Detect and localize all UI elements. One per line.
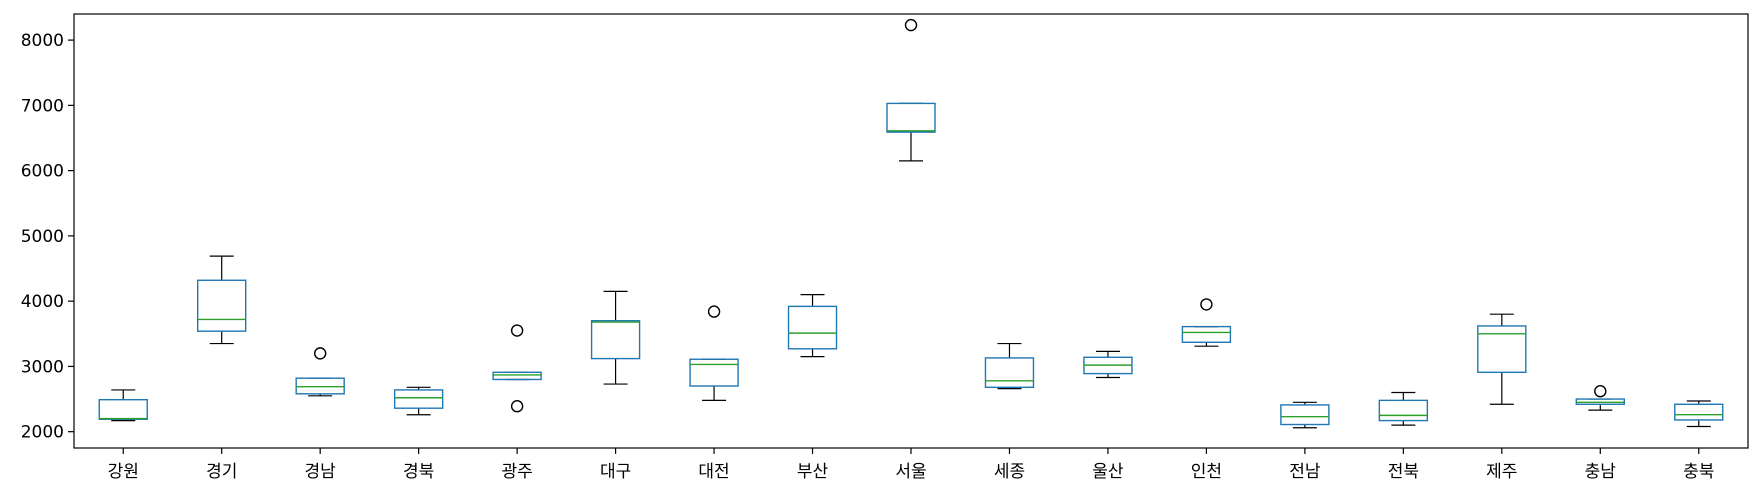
x-tick-label: 충남 bbox=[1585, 462, 1617, 482]
box bbox=[393, 389, 444, 409]
y-axis: 2000 3000 4000 5000 6000 7000 8000 bbox=[21, 31, 74, 443]
y-tick-label: 3000 bbox=[21, 357, 64, 377]
x-tick-label: 제주 bbox=[1486, 462, 1517, 482]
box bbox=[1280, 404, 1330, 426]
box-group-13 bbox=[1378, 391, 1429, 426]
x-tick-label: 대전 bbox=[698, 462, 729, 482]
y-tick-label: 2000 bbox=[21, 423, 64, 443]
outlier-point bbox=[510, 324, 524, 337]
box-group-6 bbox=[689, 305, 739, 401]
box bbox=[590, 320, 641, 360]
x-tick-label: 울산 bbox=[1092, 462, 1124, 482]
box-group-1 bbox=[197, 255, 247, 345]
x-tick-label: 전북 bbox=[1388, 462, 1419, 482]
x-tick-label: 대구 bbox=[600, 462, 631, 482]
outlier-point bbox=[313, 347, 327, 360]
box bbox=[689, 358, 739, 387]
outlier-point bbox=[510, 400, 524, 413]
box-group-2 bbox=[295, 347, 345, 397]
x-tick-label: 경북 bbox=[403, 462, 434, 482]
box bbox=[886, 102, 936, 133]
y-tick-label: 7000 bbox=[21, 96, 64, 116]
box bbox=[1477, 325, 1527, 373]
box bbox=[984, 357, 1035, 389]
x-tick-label: 전남 bbox=[1289, 462, 1321, 482]
box bbox=[1181, 325, 1232, 343]
box-group-10 bbox=[1083, 350, 1133, 379]
outlier-point bbox=[1594, 385, 1607, 398]
x-tick-label: 경남 bbox=[305, 462, 337, 482]
box bbox=[1674, 403, 1724, 421]
box-group-11 bbox=[1181, 298, 1232, 347]
y-tick-label: 4000 bbox=[21, 292, 64, 312]
box-group-12 bbox=[1280, 401, 1330, 429]
y-tick-label: 6000 bbox=[21, 162, 64, 182]
x-tick-label: 광주 bbox=[501, 462, 532, 482]
box bbox=[197, 279, 247, 332]
outlier-point bbox=[707, 305, 721, 318]
box bbox=[1378, 399, 1429, 422]
box bbox=[492, 371, 542, 381]
x-axis: 강원 경기 경남 경북 광주 대구 대전 부산 서울 세종 울산 인천 전남 전북 제주 충남 충북 bbox=[108, 448, 1714, 482]
box-group-16 bbox=[1674, 400, 1724, 428]
x-tick-label: 충북 bbox=[1683, 462, 1714, 482]
box bbox=[787, 305, 838, 350]
x-tick-label: 부산 bbox=[797, 462, 829, 482]
boxes-layer bbox=[98, 18, 1724, 429]
x-tick-label: 인천 bbox=[1191, 462, 1222, 482]
outlier-point bbox=[1200, 298, 1213, 311]
box-group-8 bbox=[886, 18, 936, 162]
box bbox=[98, 399, 148, 420]
box-group-4 bbox=[492, 324, 542, 413]
box-group-0 bbox=[98, 389, 148, 422]
y-tick-label: 8000 bbox=[21, 31, 64, 51]
outlier-point bbox=[904, 18, 918, 32]
box-group-14 bbox=[1477, 313, 1527, 405]
x-tick-label: 경기 bbox=[206, 462, 237, 482]
y-tick-label: 5000 bbox=[21, 227, 64, 247]
box-group-3 bbox=[393, 386, 444, 416]
box-group-7 bbox=[787, 294, 838, 358]
plot-frame bbox=[73, 13, 1749, 449]
box-group-9 bbox=[984, 342, 1035, 390]
box-group-5 bbox=[590, 290, 641, 385]
box-group-15 bbox=[1575, 385, 1625, 411]
x-tick-label: 강원 bbox=[108, 462, 139, 482]
x-tick-label: 서울 bbox=[895, 462, 926, 482]
x-tick-label: 세종 bbox=[994, 462, 1025, 482]
